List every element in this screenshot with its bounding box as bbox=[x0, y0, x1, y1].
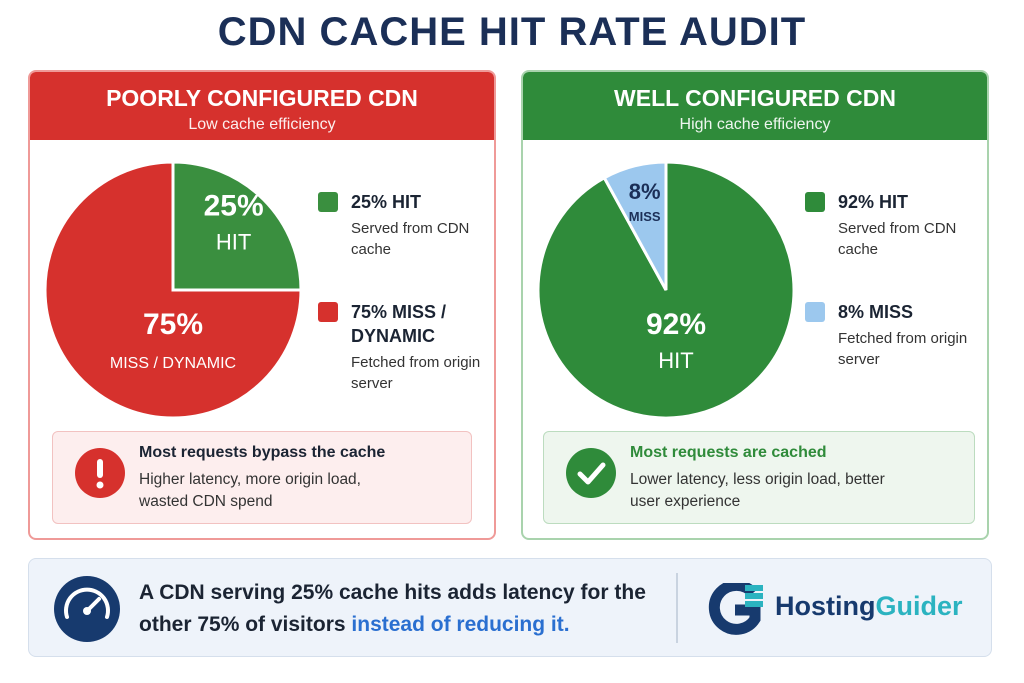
callout: Most requests bypass the cache Higher lat… bbox=[52, 431, 472, 524]
icon-glyph bbox=[96, 459, 104, 489]
brand-logo bbox=[708, 583, 763, 635]
legend-label: 75% MISS / DYNAMIC bbox=[351, 302, 447, 346]
pie-slice bbox=[43, 160, 303, 420]
pie-slice bbox=[171, 160, 303, 292]
brand-name: HostingGuider bbox=[775, 591, 963, 622]
slice-label: HIT bbox=[658, 348, 693, 373]
pie-slice bbox=[602, 160, 668, 291]
gauge-icon bbox=[54, 576, 120, 642]
icon-glyph bbox=[577, 462, 606, 485]
legend-swatch bbox=[318, 192, 338, 212]
check bbox=[577, 462, 606, 485]
callout-text: Lower latency, less origin load, better … bbox=[630, 471, 885, 510]
brand-part: Hosting bbox=[775, 591, 876, 621]
legend-item: 8% MISS Fetched from origin server bbox=[838, 300, 987, 370]
legend-description: Fetched from origin server bbox=[351, 354, 481, 392]
legend-swatch bbox=[318, 302, 338, 322]
pie-chart: 25% HIT 75% MISS / DYNAMIC bbox=[43, 160, 303, 420]
legend-label: 25% HIT bbox=[351, 192, 422, 212]
panel: POORLY CONFIGURED CDN Low cache efficienc… bbox=[28, 70, 496, 540]
bang bbox=[97, 459, 103, 478]
slice-label: HIT bbox=[216, 229, 251, 254]
callout: Most requests are cached Lower latency, l… bbox=[543, 431, 975, 524]
legend-item: 92% HIT Served from CDN cache bbox=[838, 190, 987, 260]
page-title: CDN CACHE HIT RATE AUDIT bbox=[217, 10, 807, 54]
highlight: instead of reducing it. bbox=[351, 613, 570, 636]
legend-description: Served from CDN cache bbox=[351, 220, 470, 258]
legend-label: 8% MISS bbox=[838, 302, 914, 322]
panel-subtitle: High cache efficiency bbox=[679, 116, 831, 133]
legend-item: 75% MISS / DYNAMIC Fetched from origin se… bbox=[351, 300, 494, 394]
callout-text: Higher latency, more origin load, wasted… bbox=[139, 471, 361, 510]
legend-swatch bbox=[805, 192, 825, 212]
divider bbox=[676, 573, 678, 643]
panel-title: WELL CONFIGURED CDN bbox=[614, 85, 896, 111]
panel-header: POORLY CONFIGURED CDN Low cache efficienc… bbox=[30, 72, 494, 140]
brand-part: Guider bbox=[875, 591, 963, 621]
slice-value: 92% bbox=[646, 308, 706, 341]
dot bbox=[96, 481, 104, 489]
legend-item: 25% HIT Served from CDN cache bbox=[351, 190, 494, 260]
callout-icon bbox=[75, 448, 125, 498]
callout-title: Most requests are cached bbox=[630, 444, 827, 461]
panel: WELL CONFIGURED CDN High cache efficiency… bbox=[521, 70, 989, 540]
legend-description: Fetched from origin server bbox=[838, 330, 968, 368]
slice-value: 8% bbox=[629, 179, 661, 204]
footer-message: A CDN serving 25% cache hits adds latenc… bbox=[139, 577, 659, 641]
pie-chart: 92% HIT 8% MISS bbox=[536, 160, 796, 420]
footer: A CDN serving 25% cache hits adds latenc… bbox=[28, 558, 992, 657]
legend-label: 92% HIT bbox=[838, 192, 909, 212]
legend-swatch bbox=[805, 302, 825, 322]
message: A CDN serving 25% cache hits adds latenc… bbox=[139, 581, 646, 636]
callout-title: Most requests bypass the cache bbox=[139, 444, 386, 461]
callout-icon bbox=[566, 448, 616, 498]
panel-header: WELL CONFIGURED CDN High cache efficiency bbox=[523, 72, 987, 140]
slice-value: 75% bbox=[143, 308, 203, 341]
legend-description: Served from CDN cache bbox=[838, 220, 957, 258]
panel-title: POORLY CONFIGURED CDN bbox=[106, 85, 418, 111]
slice-label: MISS / DYNAMIC bbox=[110, 355, 236, 372]
slice-label: MISS bbox=[629, 209, 661, 224]
slice-value: 25% bbox=[204, 189, 264, 222]
panel-subtitle: Low cache efficiency bbox=[188, 116, 336, 133]
